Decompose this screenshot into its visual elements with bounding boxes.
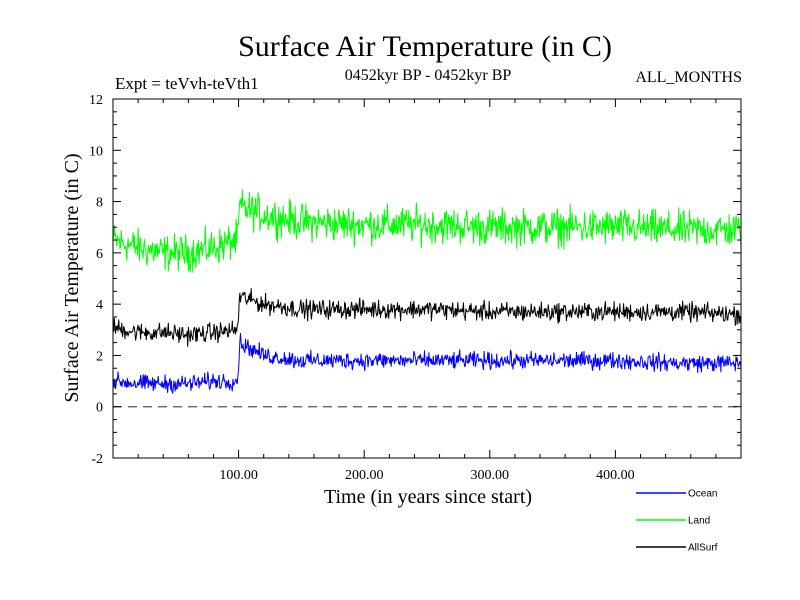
x-axis-label: Time (in years since start) xyxy=(324,486,532,508)
y-axis-label: Surface Air Temperature (in C) xyxy=(61,153,83,402)
y-tick-label: 10 xyxy=(89,144,103,159)
expt-label: Expt = teVvh-teVth1 xyxy=(115,74,259,93)
series-line-ocean xyxy=(113,333,742,394)
series-line-land xyxy=(113,189,742,273)
series-line-allsurf xyxy=(113,288,742,347)
x-tick-label: 100.00 xyxy=(219,468,258,483)
y-tick-label: 12 xyxy=(89,93,103,108)
y-tick-label: 8 xyxy=(96,196,103,211)
y-tick-label: 4 xyxy=(96,298,103,313)
axis-ticks: -2 0 2 4 6 8 10 12 100.00 200.00 300.00 400.00 xyxy=(89,93,741,483)
legend-label-ocean: Ocean xyxy=(688,489,717,500)
chart-title: Surface Air Temperature (in C) xyxy=(238,30,612,63)
legend: Ocean Land AllSurf xyxy=(636,489,718,554)
months-label: ALL_MONTHS xyxy=(635,69,742,86)
period-label: 0452kyr BP - 0452kyr BP xyxy=(345,67,512,84)
x-tick-label: 300.00 xyxy=(471,468,510,483)
legend-label-allsurf: AllSurf xyxy=(688,543,718,554)
y-tick-label: -2 xyxy=(91,452,103,467)
y-tick-label: 6 xyxy=(96,247,103,262)
plot-frame xyxy=(112,98,742,459)
y-tick-label: 2 xyxy=(96,349,103,364)
series-layer xyxy=(113,189,742,394)
legend-label-land: Land xyxy=(688,516,710,527)
x-tick-label: 200.00 xyxy=(345,468,384,483)
x-tick-label: 400.00 xyxy=(596,468,635,483)
y-tick-label: 0 xyxy=(96,401,103,416)
